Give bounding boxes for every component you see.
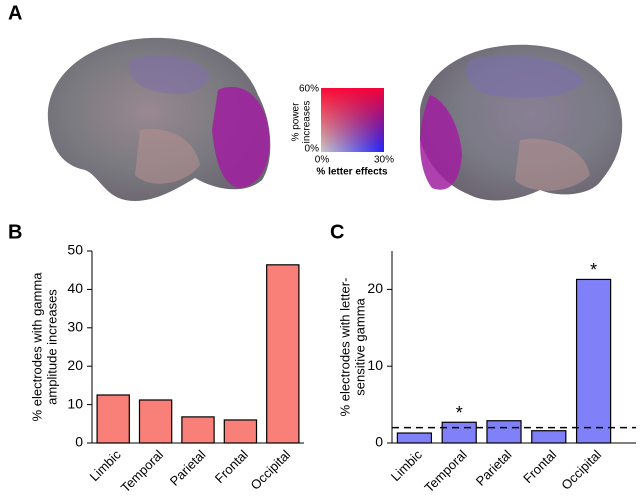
y-axis-label: amplitude increases — [44, 289, 59, 405]
y-tick-label: 10 — [67, 395, 83, 411]
x-tick-label: Limbic — [87, 447, 125, 485]
x-tick-label: Frontal — [520, 447, 559, 486]
y-tick-label: 30 — [67, 319, 83, 335]
colormap-y-label: % power — [291, 102, 302, 142]
colormap-y-max: 60% — [299, 84, 319, 95]
x-tick-label: Parietal — [473, 447, 515, 489]
brain-left — [47, 37, 271, 201]
colormap-x-min: 0% — [315, 155, 330, 166]
y-axis-label: % electrodes with gamma — [29, 272, 44, 422]
colormap-x-label: % letter effects — [316, 167, 388, 178]
x-tick-label: Frontal — [212, 447, 251, 486]
panel-label: A — [8, 2, 22, 24]
x-tick-label: Occipital — [247, 447, 293, 493]
bar — [266, 264, 300, 444]
y-tick-label: 20 — [67, 357, 83, 373]
brain-right — [420, 44, 623, 201]
x-tick-label: Parietal — [167, 447, 209, 489]
x-tick-label: Temporal — [421, 447, 469, 495]
bar — [441, 421, 477, 444]
x-tick-label: Occipital — [558, 447, 604, 493]
bar — [223, 419, 258, 444]
x-tick-label: Temporal — [118, 447, 166, 495]
bar — [96, 394, 130, 444]
colormap: % power increases 60% 0% 0% 30% % letter… — [291, 84, 394, 178]
bar — [486, 420, 522, 444]
colormap-x-max: 30% — [374, 155, 394, 166]
significance-marker: * — [456, 403, 463, 423]
y-axis-label: sensitive gamma — [352, 297, 367, 395]
colormap-y — [321, 88, 384, 152]
bar — [181, 416, 215, 444]
y-tick-label: 20 — [367, 280, 383, 296]
y-tick-label: 40 — [67, 280, 83, 296]
bar — [138, 399, 173, 444]
colormap-y-min: 0% — [305, 144, 320, 155]
y-tick-label: 0 — [75, 434, 83, 450]
y-axis-label: % electrodes with letter- — [337, 278, 352, 417]
bar — [575, 278, 612, 444]
panel-label: C — [330, 221, 344, 243]
y-tick-label: 50 — [67, 242, 83, 258]
y-tick-label: 10 — [367, 357, 383, 373]
bar — [531, 430, 567, 444]
x-tick-label: Limbic — [388, 447, 426, 485]
bar — [396, 432, 433, 444]
colormap-y-label: increases — [302, 101, 313, 144]
y-tick-label: 0 — [375, 434, 383, 450]
significance-marker: * — [590, 260, 597, 280]
panel-label: B — [8, 221, 22, 243]
